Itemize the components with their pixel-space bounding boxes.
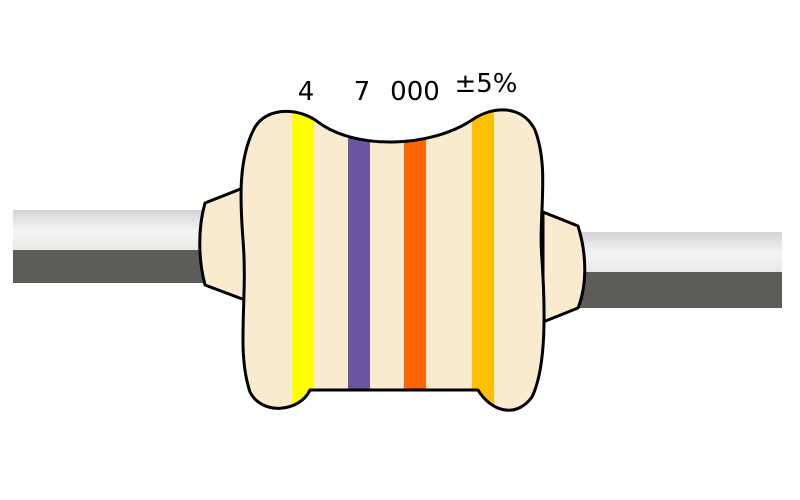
left-lead [13, 210, 213, 283]
band-3-label: 000 [390, 77, 440, 107]
resistor-body [240, 109, 545, 411]
color-bands [292, 109, 494, 411]
band-2-label: 7 [354, 77, 371, 107]
right-end-cap [541, 210, 587, 324]
left-end-cap [198, 186, 247, 302]
band-1-label: 4 [298, 77, 315, 107]
band-1-yellow [292, 109, 314, 411]
resistor-body-outline [239, 108, 546, 412]
band-4-gold [472, 109, 494, 411]
right-lead [570, 232, 782, 308]
band-2-violet [348, 109, 370, 411]
band-3-orange [404, 109, 426, 411]
band-4-label: ±5% [454, 69, 517, 99]
